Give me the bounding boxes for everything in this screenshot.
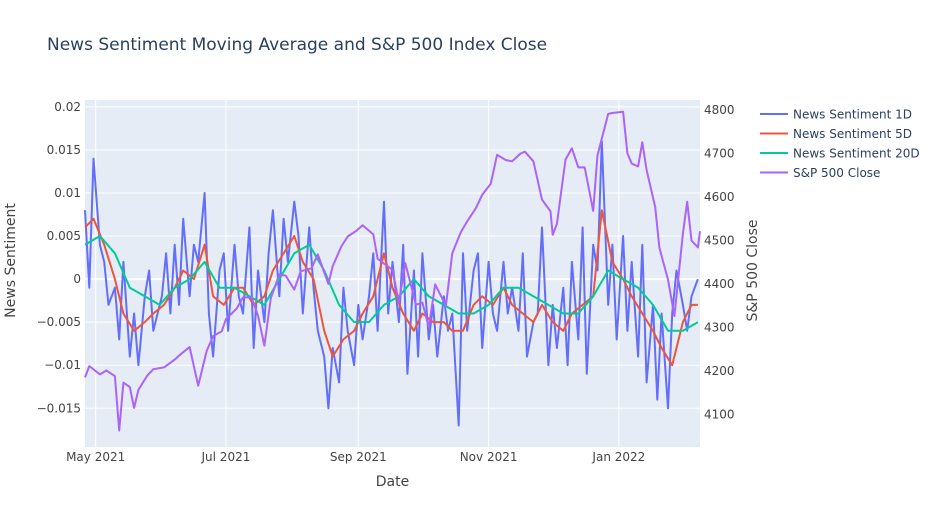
x-axis-label: Date [376, 474, 409, 490]
series-line-news-sentiment-5d [84, 209, 698, 367]
y-tick-label: 0.02 [54, 100, 81, 114]
axes: May 2021 Jul 2021 Sep 2021 Nov 2021 Jan 2022… [37, 100, 735, 464]
legend-item[interactable]: News Sentiment 20D [760, 147, 920, 161]
legend-label: News Sentiment 20D [793, 147, 920, 161]
y-axis-label: News Sentiment [3, 203, 19, 318]
y2-tick-label: 4800 [704, 103, 735, 117]
y2-tick-label: 4700 [704, 146, 735, 160]
y-tick-label: −0.005 [37, 315, 81, 329]
y-tick-label: 0.005 [47, 229, 81, 243]
series-layer [84, 110, 701, 432]
y2-tick-label: 4200 [704, 364, 735, 378]
y-tick-label: 0 [73, 272, 81, 286]
legend[interactable]: News Sentiment 1D News Sentiment 5D News S… [760, 108, 920, 181]
x-tick-label: Sep 2021 [330, 450, 387, 464]
series-line-news-sentiment-1d [84, 140, 699, 427]
y-tick-label: −0.01 [44, 358, 81, 372]
series-line-s-p-500-close [84, 110, 701, 432]
y2-tick-label: 4100 [704, 407, 735, 421]
y2-tick-label: 4400 [704, 277, 735, 291]
legend-label: S&P 500 Close [793, 166, 880, 180]
y2-tick-label: 4300 [704, 320, 735, 334]
x-tick-label: Jan 2022 [591, 450, 645, 464]
x-tick-label: May 2021 [66, 450, 125, 464]
x-tick-label: Jul 2021 [201, 450, 251, 464]
y2-tick-label: 4600 [704, 190, 735, 204]
series-line-news-sentiment-20d [84, 235, 699, 332]
legend-label: News Sentiment 1D [793, 108, 912, 122]
gridlines [85, 100, 700, 447]
legend-item[interactable]: News Sentiment 1D [760, 108, 912, 122]
y2-axis-label: S&P 500 Close [745, 219, 761, 321]
legend-item[interactable]: S&P 500 Close [760, 166, 880, 180]
x-tick-label: Nov 2021 [460, 450, 518, 464]
chart-title: News Sentiment Moving Average and S&P 50… [47, 35, 547, 55]
legend-label: News Sentiment 5D [793, 127, 912, 141]
y-tick-label: 0.015 [47, 143, 81, 157]
y-tick-label: −0.015 [37, 401, 81, 415]
legend-item[interactable]: News Sentiment 5D [760, 127, 912, 141]
y-tick-label: 0.01 [54, 186, 81, 200]
y2-tick-label: 4500 [704, 233, 735, 247]
